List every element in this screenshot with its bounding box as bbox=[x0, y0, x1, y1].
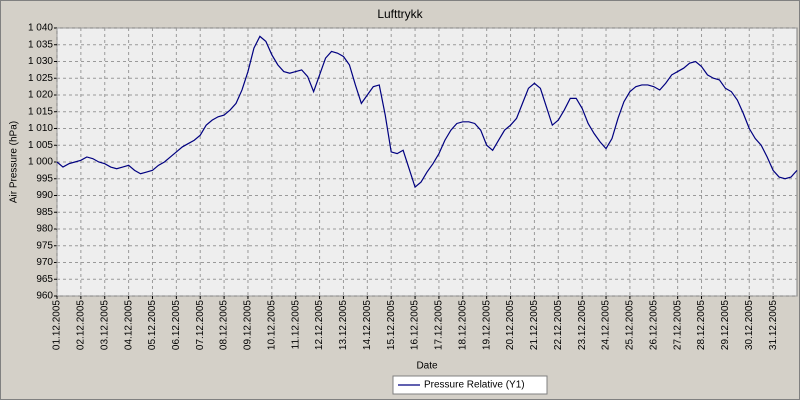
x-tick-label: 10.12.2005 bbox=[266, 300, 277, 350]
x-tick-label: 28.12.2005 bbox=[696, 300, 707, 350]
x-tick-label: 04.12.2005 bbox=[123, 300, 134, 350]
y-tick-label: 1 035 bbox=[28, 39, 53, 50]
y-tick-label: 1 000 bbox=[28, 157, 53, 168]
y-tick-label: 975 bbox=[36, 240, 53, 251]
y-tick-label: 1 030 bbox=[28, 56, 53, 67]
x-tick-label: 25.12.2005 bbox=[625, 300, 636, 350]
x-tick-label: 17.12.2005 bbox=[434, 300, 445, 350]
y-tick-label: 995 bbox=[36, 173, 53, 184]
y-tick-label: 980 bbox=[36, 224, 53, 235]
x-tick-label: 20.12.2005 bbox=[505, 300, 516, 350]
x-tick-label: 21.12.2005 bbox=[529, 300, 540, 350]
x-tick-label: 07.12.2005 bbox=[195, 300, 206, 350]
x-tick-label: 05.12.2005 bbox=[147, 300, 158, 350]
x-tick-label: 24.12.2005 bbox=[601, 300, 612, 350]
x-tick-label: 26.12.2005 bbox=[648, 300, 659, 350]
legend-box bbox=[392, 375, 548, 395]
y-tick-label: 1 040 bbox=[28, 23, 53, 34]
plot-area bbox=[56, 27, 798, 297]
y-axis-label: Air Pressure (hPa) bbox=[9, 121, 20, 203]
x-tick-label: 27.12.2005 bbox=[672, 300, 683, 350]
y-tick-label: 985 bbox=[36, 207, 53, 218]
x-tick-label: 08.12.2005 bbox=[219, 300, 230, 350]
line-series bbox=[56, 35, 798, 189]
legend: Pressure Relative (Y1) bbox=[392, 375, 548, 395]
x-tick-label: 16.12.2005 bbox=[410, 300, 421, 350]
x-tick-label: 06.12.2005 bbox=[171, 300, 182, 350]
y-tick-label: 1 005 bbox=[28, 140, 53, 151]
x-tick-label: 09.12.2005 bbox=[243, 300, 254, 350]
y-tick-label: 965 bbox=[36, 274, 53, 285]
y-tick-label: 970 bbox=[36, 257, 53, 268]
x-tick-label: 13.12.2005 bbox=[338, 300, 349, 350]
y-tick-label: 960 bbox=[36, 291, 53, 302]
x-tick-label: 15.12.2005 bbox=[386, 300, 397, 350]
x-tick-label: 22.12.2005 bbox=[553, 300, 564, 350]
x-tick-label: 14.12.2005 bbox=[362, 300, 373, 350]
x-tick-label: 29.12.2005 bbox=[720, 300, 731, 350]
x-tick-label: 11.12.2005 bbox=[290, 300, 301, 350]
y-tick-label: 990 bbox=[36, 190, 53, 201]
x-tick-label: 23.12.2005 bbox=[577, 300, 588, 350]
x-axis-label: Date bbox=[416, 361, 438, 372]
x-tick-label: 03.12.2005 bbox=[99, 300, 110, 350]
y-tick-label: 1 010 bbox=[28, 123, 53, 134]
y-tick-label: 1 020 bbox=[28, 90, 53, 101]
x-tick-label: 19.12.2005 bbox=[481, 300, 492, 350]
x-tick-label: 01.12.2005 bbox=[52, 300, 63, 350]
y-tick-label: 1 015 bbox=[28, 106, 53, 117]
x-tick-label: 31.12.2005 bbox=[768, 300, 779, 350]
legend-label: Pressure Relative (Y1) bbox=[424, 380, 525, 391]
chart-title: Lufttrykk bbox=[377, 7, 423, 21]
x-tick-label: 18.12.2005 bbox=[457, 300, 468, 350]
x-tick-label: 02.12.2005 bbox=[76, 300, 87, 350]
y-tick-label: 1 025 bbox=[28, 73, 53, 84]
x-tick-label: 30.12.2005 bbox=[744, 300, 755, 350]
x-tick-label: 12.12.2005 bbox=[314, 300, 325, 350]
